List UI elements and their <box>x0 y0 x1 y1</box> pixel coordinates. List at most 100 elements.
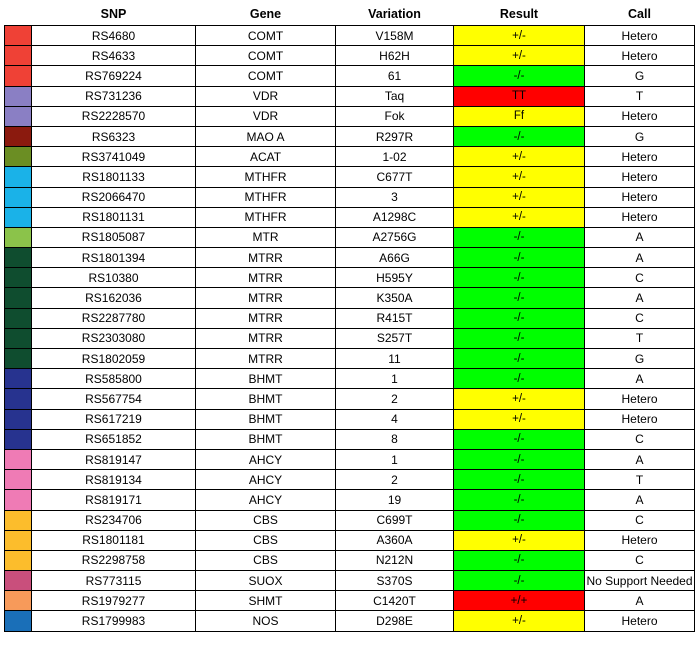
call-cell: T <box>584 469 695 491</box>
gene-color-swatch <box>4 509 32 531</box>
snp-cell: RS4680 <box>31 24 196 47</box>
snp-cell: RS4633 <box>31 45 196 67</box>
gene-color-swatch <box>4 327 32 350</box>
gene-color-swatch <box>4 166 32 188</box>
snp-cell: RS585800 <box>31 368 196 390</box>
result-cell: +/+ <box>453 590 585 612</box>
call-cell: C <box>584 549 695 572</box>
table-row: RS819171 AHCY 19 -/- A <box>4 489 695 511</box>
result-cell: TT <box>453 85 585 107</box>
variation-cell: Fok <box>335 105 454 127</box>
snp-cell: RS2287780 <box>31 307 196 329</box>
table-row: RS4633 COMT H62H +/- Hetero <box>4 45 695 67</box>
call-cell: A <box>584 287 695 309</box>
gene-cell: AHCY <box>195 448 336 471</box>
result-cell: -/- <box>453 368 585 390</box>
table-row: RS6323 MAO A R297R -/- G <box>4 125 695 148</box>
snp-cell: RS819147 <box>31 448 196 471</box>
header-row: SNP Gene Variation Result Call <box>5 3 695 26</box>
gene-color-swatch <box>4 469 32 491</box>
gene-color-swatch <box>4 24 32 47</box>
variation-cell: C699T <box>335 509 454 531</box>
variation-cell: C1420T <box>335 590 454 612</box>
result-cell: +/- <box>453 529 585 551</box>
result-cell: -/- <box>453 347 585 370</box>
table-row: RS1801394 MTRR A66G -/- A <box>4 247 695 269</box>
variation-cell: 1 <box>335 368 454 390</box>
snp-cell: RS2228570 <box>31 105 196 127</box>
gene-cell: VDR <box>195 85 336 107</box>
gene-cell: VDR <box>195 105 336 127</box>
result-cell: +/- <box>453 610 585 632</box>
gene-cell: NOS <box>195 610 336 632</box>
gene-color-swatch <box>4 307 32 329</box>
gene-color-swatch <box>4 267 32 289</box>
result-header: Result <box>499 7 539 21</box>
gene-color-swatch <box>4 529 32 551</box>
table-row: RS162036 MTRR K350A -/- A <box>4 287 695 309</box>
gene-color-swatch <box>4 125 32 148</box>
variation-cell: S370S <box>335 570 454 592</box>
snp-cell: RS1799983 <box>31 610 196 632</box>
result-cell: -/- <box>453 287 585 309</box>
call-header: Call <box>628 7 651 21</box>
gene-cell: MTRR <box>195 267 336 289</box>
call-cell: Hetero <box>584 206 695 228</box>
snp-cell: RS819134 <box>31 469 196 491</box>
table-body: RS4680 COMT V158M +/- Hetero RS4633 COMT H62H +/… <box>4 24 695 632</box>
gene-cell: BHMT <box>195 428 336 450</box>
result-cell: -/- <box>453 247 585 269</box>
result-cell: -/- <box>453 489 585 511</box>
call-cell: Hetero <box>584 388 695 410</box>
gene-cell: COMT <box>195 24 336 47</box>
snp-cell: RS1802059 <box>31 347 196 370</box>
result-cell: -/- <box>453 267 585 289</box>
variation-cell: 1 <box>335 448 454 471</box>
gene-cell: COMT <box>195 45 336 67</box>
variation-cell: N212N <box>335 549 454 572</box>
result-cell: +/- <box>453 388 585 410</box>
result-cell: -/- <box>453 226 585 249</box>
gene-color-swatch <box>4 448 32 471</box>
gene-color-swatch <box>4 489 32 511</box>
gene-cell: AHCY <box>195 469 336 491</box>
call-cell: Hetero <box>584 529 695 551</box>
gene-color-swatch <box>4 549 32 572</box>
variation-cell: 1-02 <box>335 146 454 168</box>
gene-cell: CBS <box>195 529 336 551</box>
table-row: RS585800 BHMT 1 -/- A <box>4 368 695 390</box>
table-row: RS567754 BHMT 2 +/- Hetero <box>4 388 695 410</box>
snp-cell: RS2066470 <box>31 186 196 208</box>
snp-cell: RS6323 <box>31 125 196 148</box>
gene-color-swatch <box>4 388 32 410</box>
snp-cell: RS234706 <box>31 509 196 531</box>
table-row: RS617219 BHMT 4 +/- Hetero <box>4 408 695 430</box>
gene-color-swatch <box>4 610 32 632</box>
call-cell: C <box>584 509 695 531</box>
gene-color-swatch <box>4 347 32 370</box>
snp-table: SNP Gene Variation Result Call RS4680 COM… <box>4 3 695 632</box>
snp-cell: RS819171 <box>31 489 196 511</box>
result-cell: +/- <box>453 24 585 47</box>
variation-header: Variation <box>368 7 421 21</box>
gene-color-swatch <box>4 65 32 87</box>
result-cell: +/- <box>453 408 585 430</box>
snp-cell: RS731236 <box>31 85 196 107</box>
call-cell: No Support Needed <box>584 570 695 592</box>
gene-cell: MTHFR <box>195 186 336 208</box>
result-cell: -/- <box>453 65 585 87</box>
result-cell: +/- <box>453 186 585 208</box>
snp-cell: RS769224 <box>31 65 196 87</box>
table-row: RS1799983 NOS D298E +/- Hetero <box>4 610 695 632</box>
result-cell: -/- <box>453 125 585 148</box>
snp-cell: RS2303080 <box>31 327 196 350</box>
variation-cell: H62H <box>335 45 454 67</box>
gene-cell: MTRR <box>195 307 336 329</box>
snp-cell: RS651852 <box>31 428 196 450</box>
call-cell: C <box>584 267 695 289</box>
variation-cell: A1298C <box>335 206 454 228</box>
snp-cell: RS773115 <box>31 570 196 592</box>
call-cell: G <box>584 65 695 87</box>
gene-color-swatch <box>4 206 32 228</box>
